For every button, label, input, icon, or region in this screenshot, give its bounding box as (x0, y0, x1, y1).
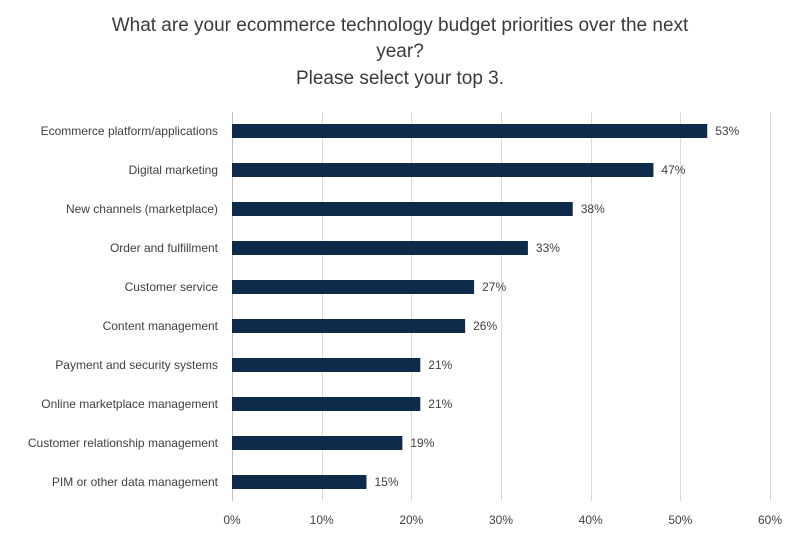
bar (232, 358, 421, 372)
bar (232, 319, 466, 333)
data-label: 26% (473, 319, 497, 333)
bar (232, 241, 528, 255)
x-tick-label: 0% (223, 513, 241, 527)
data-label: 47% (661, 163, 685, 177)
category-label: Payment and security systems (55, 358, 218, 372)
data-label: 53% (715, 124, 739, 138)
data-label: 19% (410, 436, 434, 450)
bar (232, 436, 403, 450)
x-tick-label: 20% (399, 513, 423, 527)
data-label: 21% (428, 358, 452, 372)
data-label: 21% (428, 397, 452, 411)
x-tick-label: 40% (579, 513, 603, 527)
chart-title-line-1: What are your ecommerce technology budge… (111, 15, 689, 36)
category-label: PIM or other data management (52, 475, 219, 489)
bar (232, 124, 708, 138)
bar (232, 163, 654, 177)
x-tick-label: 30% (489, 513, 513, 527)
chart-title-line-3: Please select your top 3. (295, 68, 505, 89)
data-label: 27% (482, 280, 506, 294)
chart-title-line-2: year? (376, 41, 424, 62)
bar (232, 202, 573, 216)
data-label: 38% (581, 202, 605, 216)
category-label: Online marketplace management (41, 397, 218, 411)
category-label: New channels (marketplace) (66, 202, 218, 216)
category-label: Order and fulfillment (110, 241, 219, 255)
category-label: Customer service (125, 280, 219, 294)
category-label: Digital marketing (129, 163, 218, 177)
bar (232, 280, 475, 294)
data-label: 15% (375, 475, 399, 489)
x-tick-label: 10% (310, 513, 334, 527)
category-label: Ecommerce platform/applications (41, 124, 218, 138)
x-tick-label: 50% (668, 513, 692, 527)
bar (232, 397, 421, 411)
data-label: 33% (536, 241, 560, 255)
category-label: Customer relationship management (28, 436, 219, 450)
x-tick-label: 60% (758, 513, 782, 527)
bar (232, 475, 367, 489)
category-label: Content management (103, 319, 219, 333)
